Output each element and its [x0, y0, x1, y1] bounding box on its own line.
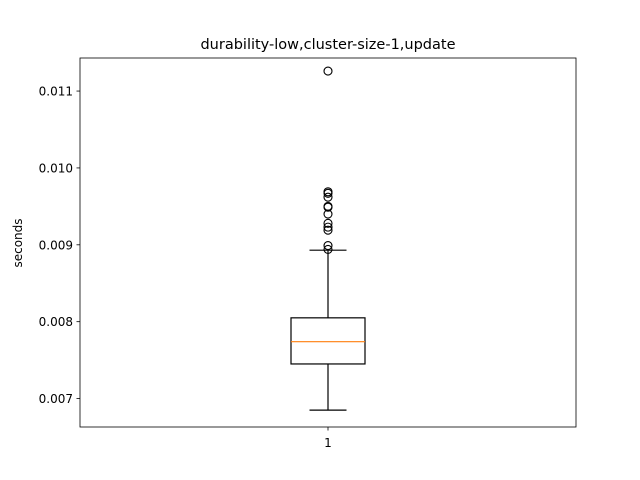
iqr-box — [290, 317, 366, 365]
outlier-point — [323, 241, 333, 251]
outlier-point — [323, 244, 333, 254]
plot-area: 0.007 0.008 0.009 0.010 0.011 1 — [39, 57, 577, 450]
y-tick-label: 0.008 — [39, 315, 73, 329]
chart-title: durability-low,cluster-size-1,update — [200, 37, 455, 53]
outlier-point — [323, 192, 333, 202]
outlier-point — [323, 218, 333, 228]
outlier-point — [323, 201, 333, 211]
outlier-point — [323, 225, 333, 235]
outlier-point — [323, 66, 333, 76]
y-tick-label: 0.010 — [39, 161, 73, 175]
y-tick-label: 0.011 — [39, 85, 73, 99]
y-axis-label: seconds — [11, 218, 25, 267]
y-tick-label: 0.009 — [39, 238, 73, 252]
outlier-point — [323, 187, 333, 197]
axes-frame — [79, 57, 577, 428]
x-tick-label: 1 — [324, 436, 332, 450]
y-tick-label: 0.007 — [39, 392, 73, 406]
outlier-point — [323, 222, 333, 232]
